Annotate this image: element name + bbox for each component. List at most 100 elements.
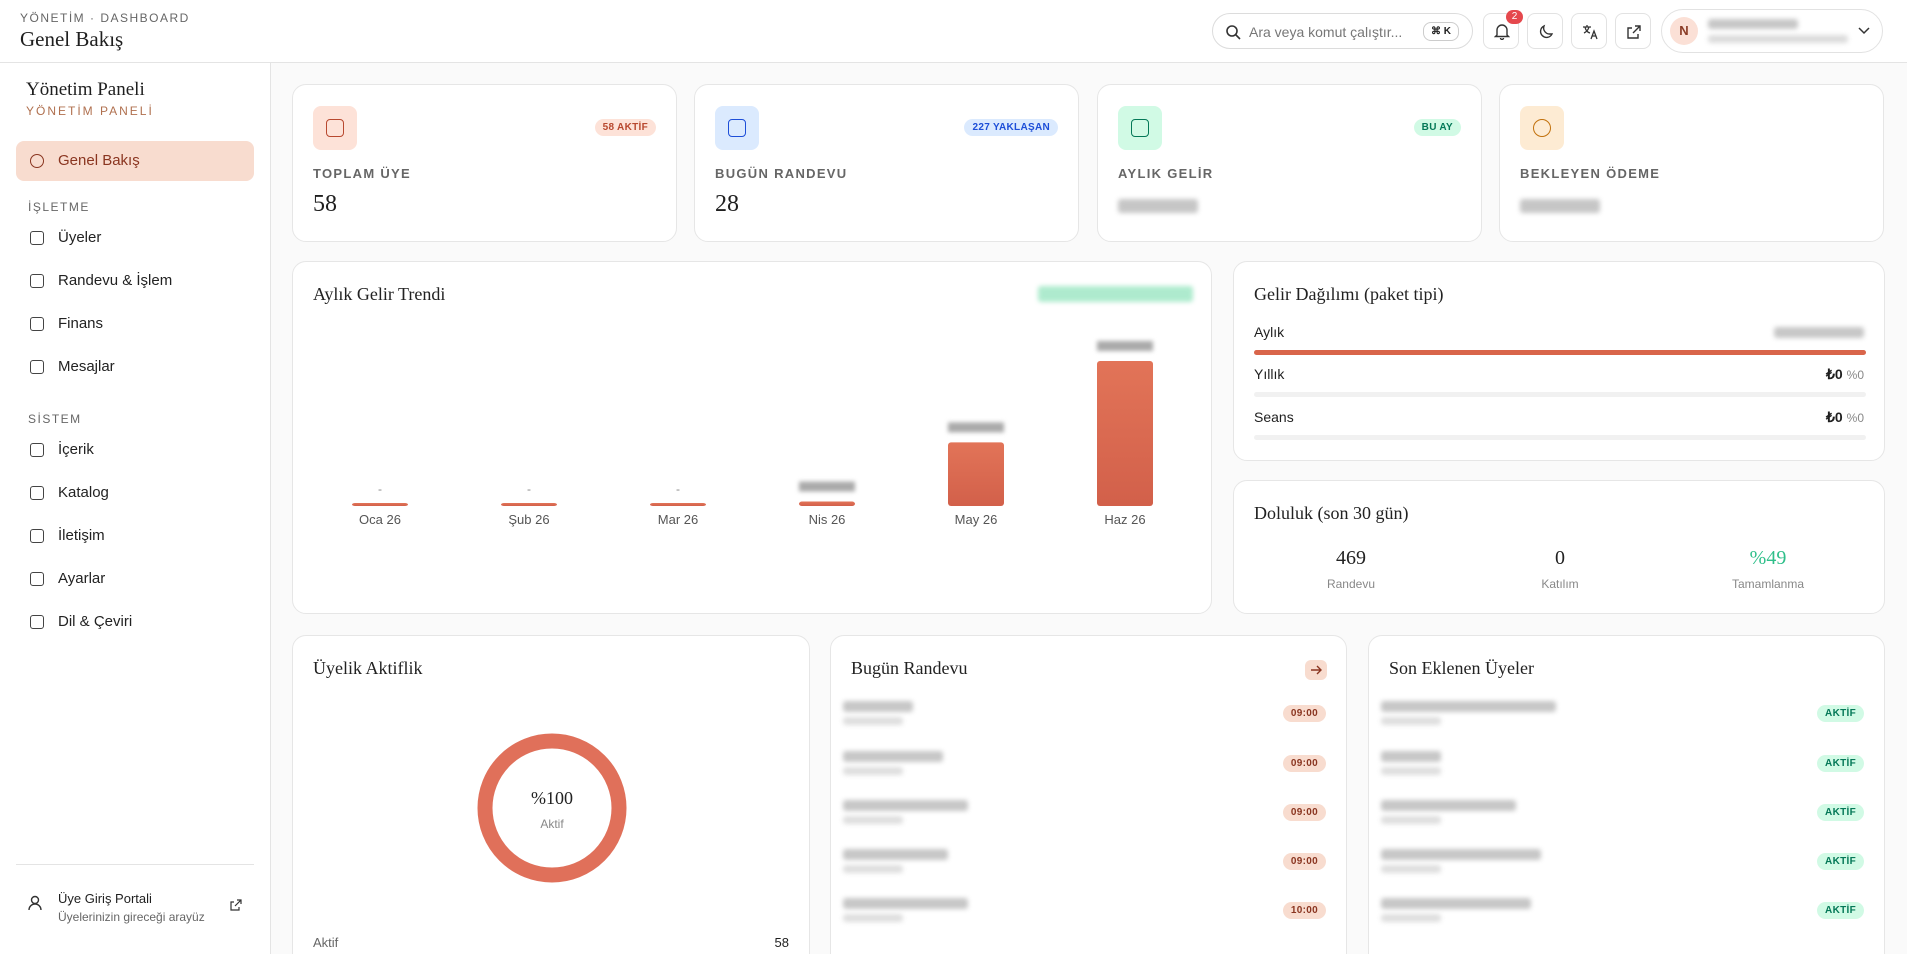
page-title: Genel Bakış [20, 27, 124, 51]
status-pill: AKTİF [1817, 705, 1864, 722]
nav-icon [30, 317, 44, 331]
stat-value-redacted [1118, 199, 1198, 213]
portal-subtitle: Üyelerinizin gireceği arayüz [58, 910, 205, 924]
notification-badge: 2 [1506, 10, 1523, 24]
detail-redacted [1381, 914, 1441, 922]
nav-label: Genel Bakış [58, 152, 140, 169]
split-track [1254, 350, 1866, 355]
stat-card: BU AY AYLIK GELİR [1097, 84, 1482, 242]
detail-redacted [1381, 717, 1441, 725]
panel-subtitle: YÖNETİM PANELİ [26, 104, 154, 118]
value-label: - [527, 482, 531, 496]
nav-item[interactable]: Finans [16, 304, 254, 344]
card-title: Gelir Dağılımı (paket tipi) [1254, 284, 1444, 304]
external-icon [230, 899, 242, 911]
notifications-button[interactable]: 2 [1483, 10, 1523, 49]
stat-icon [313, 106, 357, 150]
nav-item[interactable]: İletişim [16, 516, 254, 556]
shortcut-hint: ⌘ K [1423, 22, 1459, 41]
name-redacted [1381, 800, 1516, 811]
nav-item[interactable]: Üyeler [16, 218, 254, 258]
icon-glyph [728, 119, 746, 137]
icon-glyph [1131, 119, 1149, 137]
bar [799, 501, 855, 506]
chart-card: Aylık Gelir Trendi - Oca 26 - Şub 26 - Mar 26… [292, 261, 1212, 614]
view-all-button[interactable] [1305, 660, 1327, 680]
chart-title: Aylık Gelir Trendi [313, 284, 446, 304]
category-label: Şub 26 [508, 512, 549, 527]
status-pill: AKTİF [1817, 853, 1864, 870]
stat-value-redacted [1520, 199, 1600, 213]
stat-icon [1520, 106, 1564, 150]
split-label: Seans [1254, 409, 1294, 425]
bar-chart: - Oca 26 - Şub 26 - Mar 26 Nis 26 May 26 Haz 26 [352, 341, 1153, 527]
bar [352, 503, 408, 506]
nav-item[interactable]: Katalog [16, 473, 254, 513]
category-label: Oca 26 [359, 512, 401, 527]
detail-redacted [843, 816, 903, 824]
split-amount: ₺0 [1825, 366, 1843, 382]
nav-item[interactable]: Mesajlar [16, 347, 254, 387]
stat-label: AYLIK GELİR [1118, 166, 1214, 181]
chart-badge-redacted [1038, 286, 1193, 302]
nav-icon [30, 360, 44, 374]
donut-label: Aktif [540, 817, 564, 831]
divider [16, 864, 254, 865]
donut-segment [477, 733, 627, 883]
split-track [1254, 435, 1866, 440]
stat-badge: BU AY [1413, 119, 1461, 136]
nav-label: Katalog [58, 484, 109, 501]
split-label: Yıllık [1254, 366, 1285, 382]
icon-glyph [1533, 119, 1551, 137]
portal-link[interactable]: Üye Giriş Portali Üyelerinizin gireceği … [16, 881, 254, 941]
detail-redacted [843, 865, 903, 873]
card-title: Bugün Randevu [851, 658, 968, 678]
donut-chart: %100 Aktif [477, 733, 627, 883]
nav-icon [30, 274, 44, 288]
stat-card: 58 AKTİF TOPLAM ÜYE 58 [292, 84, 677, 242]
stat-card: BEKLEYEN ÖDEME [1499, 84, 1884, 242]
user-menu[interactable]: N [1661, 9, 1883, 53]
value-label-redacted [1097, 341, 1153, 351]
category-label: Nis 26 [809, 512, 846, 527]
detail-redacted [843, 717, 903, 725]
search-placeholder: Ara veya komut çalıştır... [1249, 24, 1403, 40]
search-icon [1226, 25, 1241, 40]
nav-icon [30, 572, 44, 586]
name-redacted [843, 849, 948, 860]
nav-item[interactable]: Randevu & İşlem [16, 261, 254, 301]
nav-label: Mesajlar [58, 358, 115, 375]
nav-item[interactable]: Ayarlar [16, 559, 254, 599]
translate-icon [1583, 25, 1598, 40]
occupancy-label: Katılım [1541, 577, 1579, 591]
nav-item-active[interactable]: Genel Bakış [16, 141, 254, 181]
moon-icon [1539, 24, 1554, 39]
search-box[interactable]: Ara veya komut çalıştır... ⌘ K [1212, 13, 1473, 49]
nav-item[interactable]: İçerik [16, 430, 254, 470]
nav-label: Dil & Çeviri [58, 613, 133, 630]
nav-icon [30, 231, 44, 245]
membership-card: Üyelik Aktiflik %100 Aktif Aktif 58 [292, 635, 810, 954]
nav-label: Finans [58, 315, 104, 332]
nav-item[interactable]: Dil & Çeviri [16, 602, 254, 642]
nav-icon [30, 615, 44, 629]
bar [650, 503, 706, 506]
stat-label: BEKLEYEN ÖDEME [1520, 166, 1661, 181]
time-pill: 09:00 [1282, 804, 1326, 821]
stat-icon [715, 106, 759, 150]
name-redacted [843, 701, 913, 712]
split-track [1254, 392, 1866, 397]
split-bar [1254, 350, 1866, 355]
open-site-button[interactable] [1615, 13, 1651, 49]
appointments-card: Bugün Randevu 09:00 09:00 09:00 09:00 10:00 [830, 635, 1347, 954]
theme-button[interactable] [1527, 13, 1563, 49]
name-redacted [1381, 751, 1441, 762]
split-value: ₺0 %0 [1826, 409, 1864, 426]
language-button[interactable] [1571, 13, 1607, 49]
external-icon [1627, 25, 1641, 39]
donut-value: %100 [531, 788, 573, 808]
split-share: %0 [1846, 368, 1864, 382]
status-pill: AKTİF [1817, 755, 1864, 772]
user-icon [28, 895, 42, 911]
